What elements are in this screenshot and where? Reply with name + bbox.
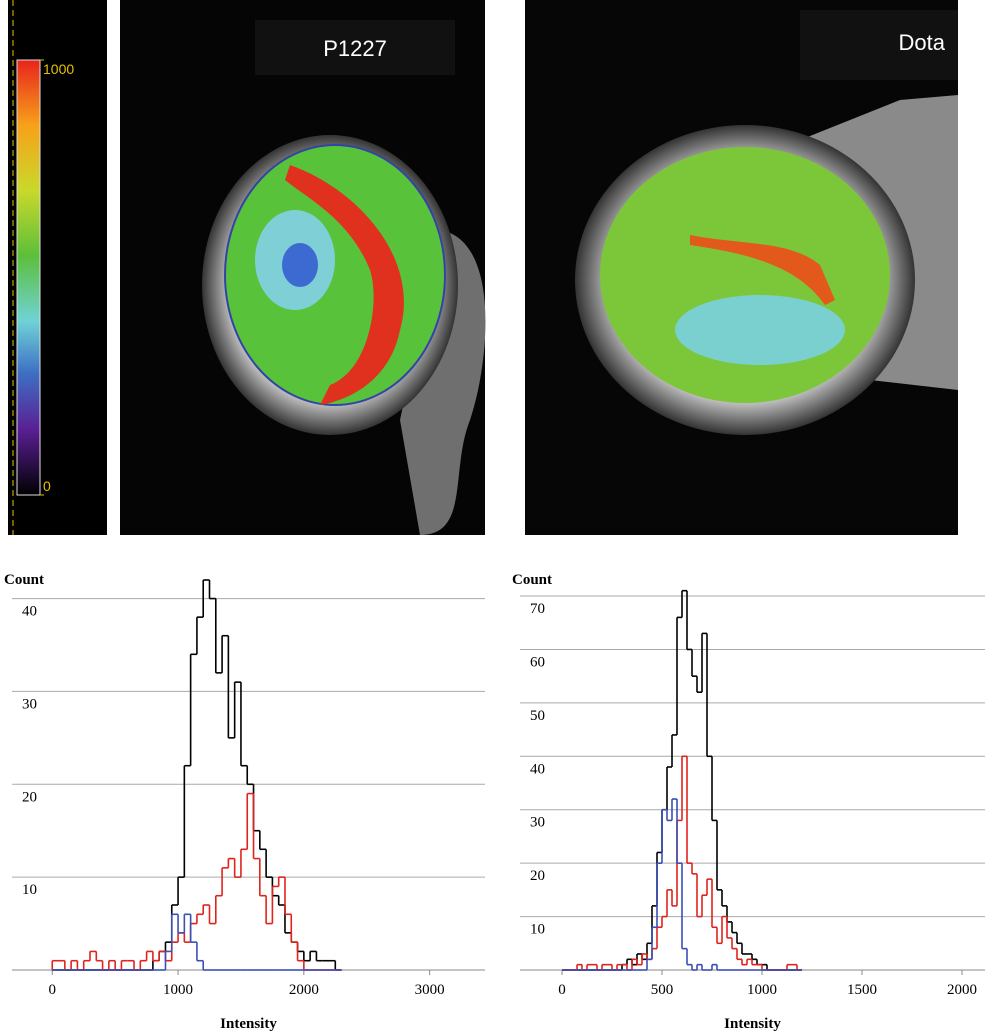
- x-tick-label: 2000: [289, 982, 319, 998]
- histograms: Count Intensity 10 20 30 40 0 1000 2000 3000 Count…: [4, 572, 985, 1032]
- label-box: [800, 10, 958, 80]
- y-tick-label: 20: [22, 789, 37, 805]
- colorbar-label: 0: [43, 478, 51, 494]
- x-tick-label: 2000: [947, 982, 977, 998]
- roi: [282, 243, 318, 287]
- x-axis-title: Intensity: [220, 1016, 277, 1032]
- x-tick-label: 500: [651, 982, 674, 998]
- y-axis-title: Count: [4, 572, 44, 588]
- y-tick-label: 10: [22, 882, 37, 898]
- x-axis-title: Intensity: [724, 1016, 781, 1032]
- x-tick-label: 1000: [163, 982, 193, 998]
- colorbar: [16, 59, 41, 496]
- y-tick-label: 10: [530, 922, 545, 938]
- y-tick-label: 70: [530, 601, 545, 617]
- y-tick-label: 30: [22, 696, 37, 712]
- label-box: [255, 20, 455, 75]
- roi: [600, 147, 890, 403]
- y-tick-label: 30: [530, 815, 545, 831]
- y-tick-label: 50: [530, 708, 545, 724]
- x-tick-label: 3000: [415, 982, 445, 998]
- roi: [675, 295, 845, 365]
- x-tick-label: 0: [49, 982, 57, 998]
- x-tick-label: 0: [558, 982, 566, 998]
- colorbar-label: 1000: [43, 61, 74, 77]
- y-axis-title: Count: [512, 572, 552, 588]
- y-tick-label: 60: [530, 654, 545, 670]
- roi: [690, 235, 835, 305]
- panel-label: P1227: [323, 36, 387, 61]
- y-tick-label: 40: [530, 761, 545, 777]
- x-tick-label: 1500: [847, 982, 877, 998]
- panel-label: Dota: [899, 30, 946, 55]
- y-tick-label: 40: [22, 604, 37, 620]
- images: P1227 Dota 0 1000: [8, 0, 958, 535]
- tissue: [400, 230, 486, 535]
- y-tick-label: 20: [530, 868, 545, 884]
- roi: [285, 165, 404, 405]
- x-tick-label: 1000: [747, 982, 777, 998]
